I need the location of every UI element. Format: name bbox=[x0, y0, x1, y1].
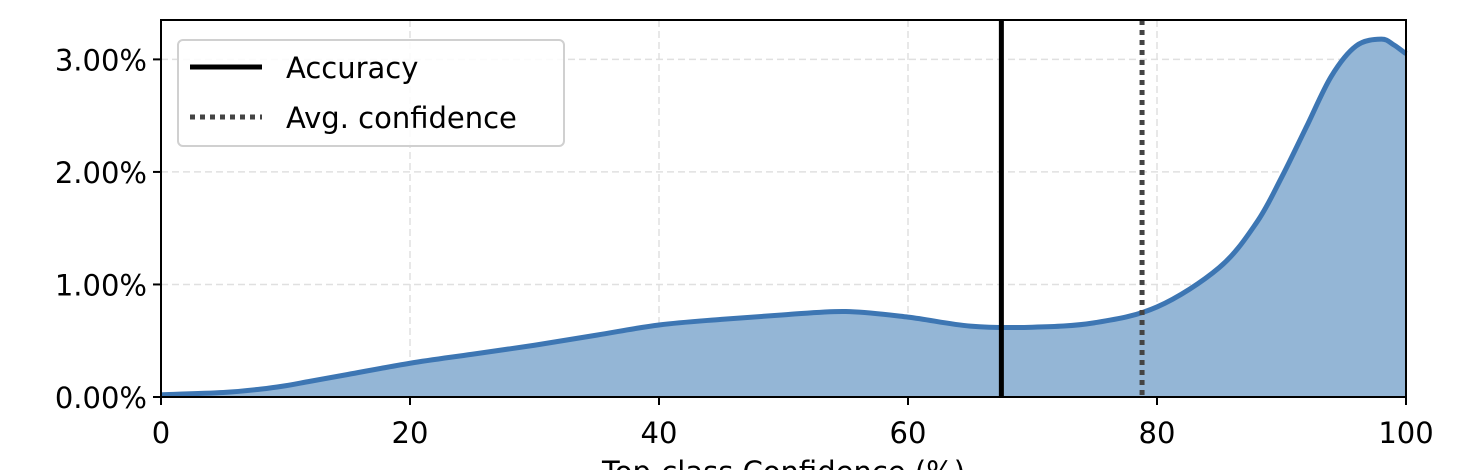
x-tick-label: 40 bbox=[641, 416, 678, 450]
x-tick-label: 100 bbox=[1378, 416, 1433, 450]
x-tick-label: 60 bbox=[890, 416, 927, 450]
x-axis-label: Top-class Confidence (%) bbox=[601, 455, 965, 470]
y-axis: 0.00% 1.00% 2.00% 3.00% bbox=[55, 43, 161, 415]
x-tick-label: 80 bbox=[1139, 416, 1176, 450]
x-tick-label: 0 bbox=[152, 416, 170, 450]
density-area bbox=[161, 39, 1406, 398]
x-axis: 0 20 40 60 80 100 bbox=[152, 397, 1434, 450]
legend-label-accuracy: Accuracy bbox=[286, 51, 418, 85]
y-tick-label: 3.00% bbox=[55, 43, 147, 77]
x-tick-label: 20 bbox=[392, 416, 429, 450]
y-tick-label: 0.00% bbox=[55, 381, 147, 415]
density-curve bbox=[160, 36, 1408, 398]
legend: Accuracy Avg. confidence bbox=[177, 39, 565, 147]
legend-box bbox=[177, 39, 565, 147]
y-tick-label: 2.00% bbox=[55, 156, 147, 190]
legend-label-avg-confidence: Avg. confidence bbox=[286, 101, 517, 135]
y-tick-label: 1.00% bbox=[55, 268, 147, 302]
plot-frame bbox=[160, 19, 1407, 398]
reference-lines bbox=[998, 20, 1145, 397]
